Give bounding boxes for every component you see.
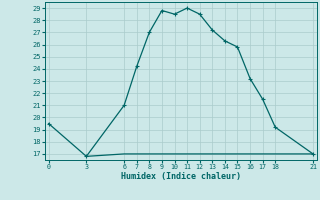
X-axis label: Humidex (Indice chaleur): Humidex (Indice chaleur): [121, 172, 241, 181]
